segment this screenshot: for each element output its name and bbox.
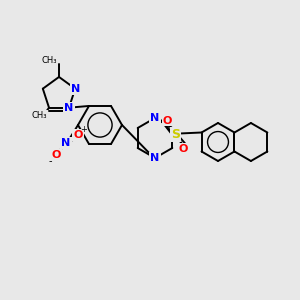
Text: O: O: [163, 116, 172, 125]
Text: O: O: [179, 143, 188, 154]
Text: N: N: [150, 153, 160, 163]
Text: N: N: [64, 103, 74, 113]
Text: CH₃: CH₃: [41, 56, 57, 65]
Text: CH₃: CH₃: [32, 111, 47, 120]
Text: N: N: [150, 113, 160, 123]
Text: O: O: [51, 150, 61, 160]
Text: N: N: [61, 138, 70, 148]
Text: -: -: [48, 156, 52, 166]
Text: O: O: [73, 130, 83, 140]
Text: S: S: [171, 128, 180, 141]
Text: +: +: [81, 125, 87, 134]
Text: N: N: [70, 84, 80, 94]
